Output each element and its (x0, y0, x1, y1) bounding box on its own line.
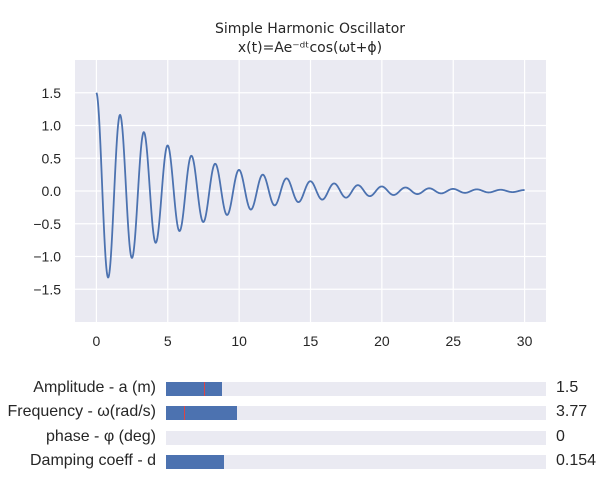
slider-initial-marker (204, 382, 205, 396)
slider-value: 3.77 (556, 403, 588, 420)
slider-row: Amplitude - a (m) 1.5 (0, 379, 602, 397)
y-tick-label: −1.5 (33, 281, 61, 297)
slider-fill[interactable] (166, 406, 238, 420)
slider-track[interactable] (166, 406, 546, 420)
slider-track[interactable] (166, 382, 546, 396)
slider-initial-marker (184, 406, 186, 420)
displacement-line (95, 92, 525, 279)
oscillator-chart: Simple Harmonic Oscillator x(t)=Ae⁻ᵈᵗcos… (33, 21, 546, 349)
slider-label: Frequency - ω(rad/s) (7, 403, 156, 420)
slider-track[interactable] (166, 455, 546, 469)
slider-row: phase - φ (deg) 0 (0, 428, 602, 446)
x-tick-label: 25 (445, 333, 461, 349)
slider-value: 0 (556, 428, 565, 445)
slider-row: Damping coeff - d 0.154 (0, 452, 602, 470)
slider-fill[interactable] (166, 455, 225, 469)
x-tick-label: 15 (303, 333, 319, 349)
x-tick-label: 5 (164, 333, 172, 349)
slider-row: Frequency - ω(rad/s) 3.77 (0, 403, 602, 421)
y-tick-label: 1.0 (42, 118, 62, 134)
y-tick-label: 1.5 (42, 85, 62, 101)
chart-subtitle: x(t)=Ae⁻ᵈᵗcos(ωt+ϕ) (238, 40, 382, 56)
slider-track[interactable] (166, 431, 546, 445)
x-tick-label: 0 (93, 333, 101, 349)
slider-label: Amplitude - a (m) (33, 379, 156, 396)
slider-value: 0.154 (556, 452, 597, 469)
x-tick-label: 20 (374, 333, 390, 349)
y-axis-ticks: −1.5 −1.0 −0.5 0.0 0.5 1.0 1.5 (33, 85, 61, 298)
y-tick-label: −0.5 (33, 216, 61, 232)
slider-value: 1.5 (556, 379, 579, 396)
x-axis-ticks: 0 5 10 15 20 25 30 (93, 333, 533, 349)
grid-lines (75, 60, 546, 322)
y-tick-label: 0.5 (42, 150, 62, 166)
slider-label: phase - φ (deg) (46, 428, 156, 445)
chart-title: Simple Harmonic Oscillator (215, 21, 405, 37)
x-tick-label: 30 (517, 333, 533, 349)
slider-label: Damping coeff - d (30, 452, 156, 469)
y-tick-label: 0.0 (42, 183, 62, 199)
y-tick-label: −1.0 (33, 249, 61, 265)
slider-fill[interactable] (166, 382, 222, 396)
x-tick-label: 10 (231, 333, 247, 349)
